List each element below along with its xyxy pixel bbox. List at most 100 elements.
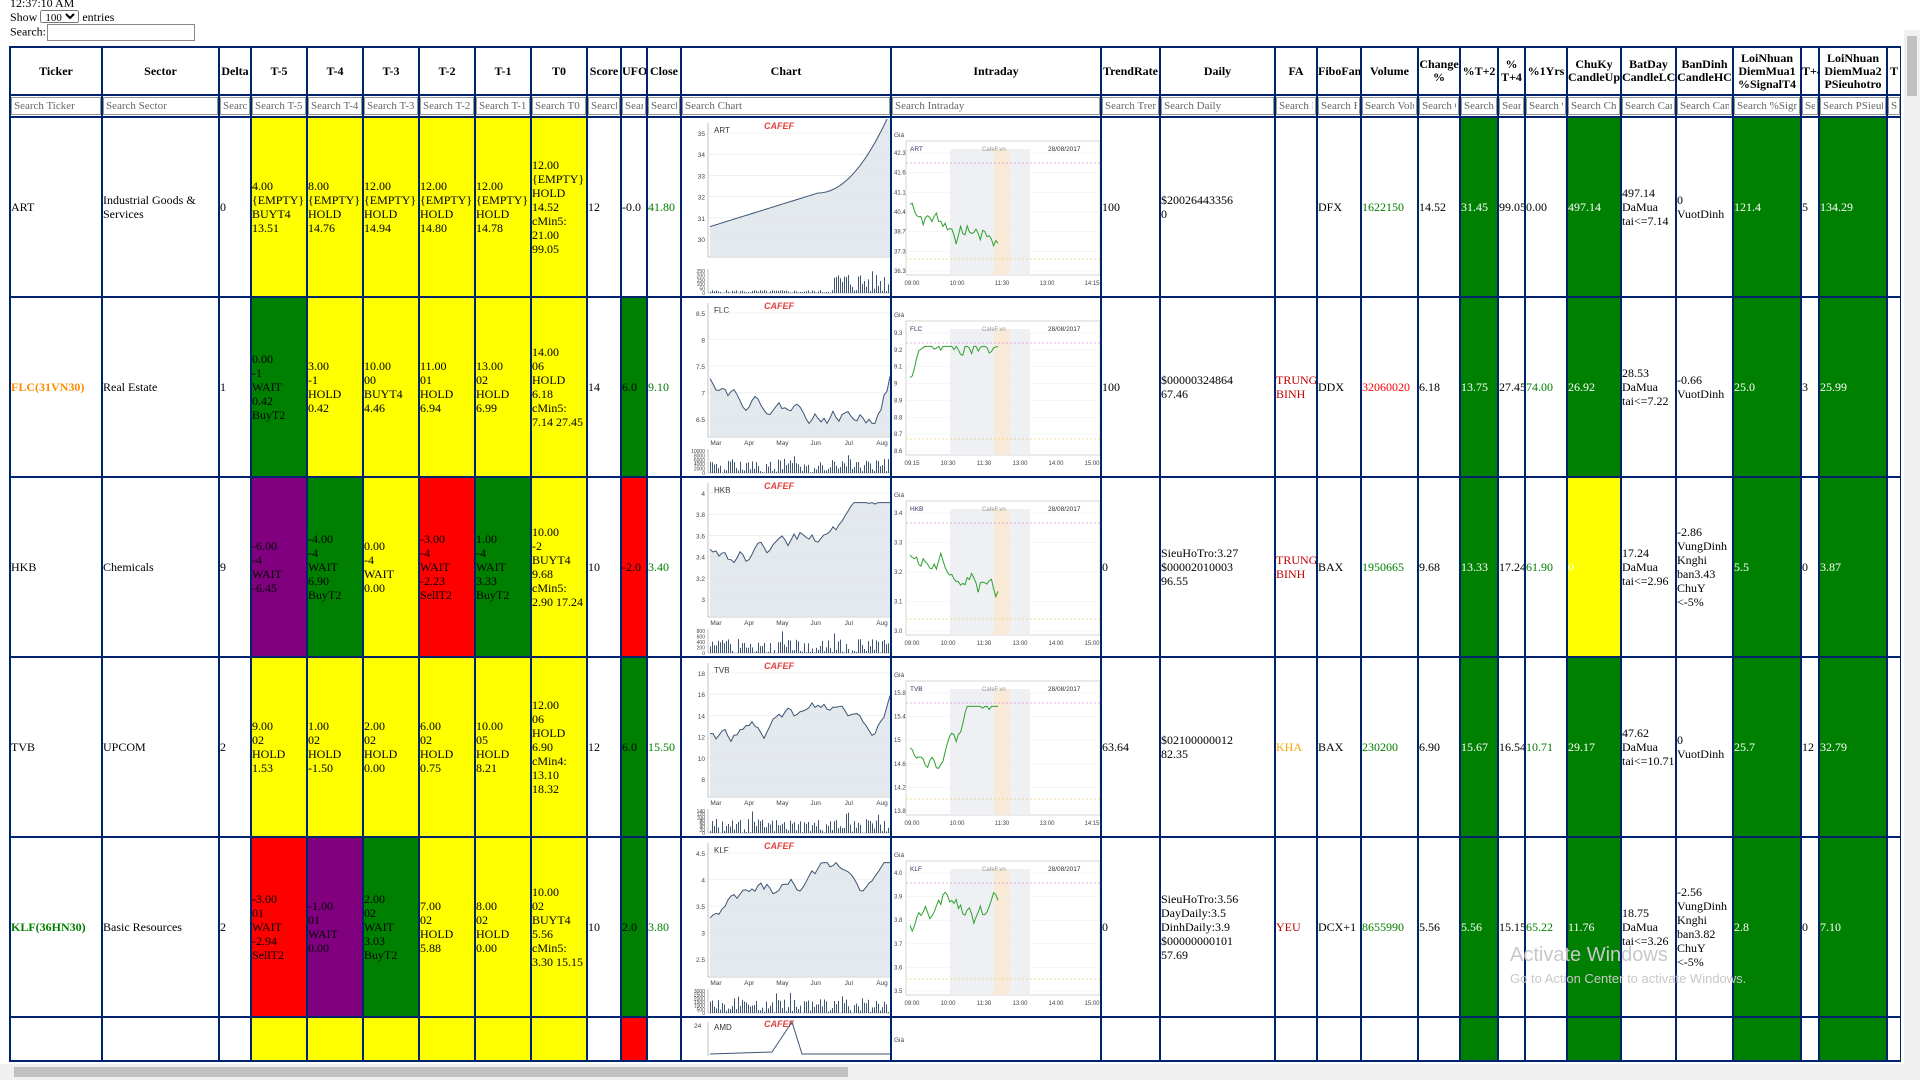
intraday-ytick: 3.3 [894, 541, 903, 547]
header-t4[interactable]: T-4 [306, 46, 364, 96]
search-input-sector[interactable] [104, 97, 217, 115]
header-score[interactable]: Score [586, 46, 622, 96]
search-input-ln1[interactable] [1735, 97, 1799, 115]
header-chart[interactable]: Chart [680, 46, 892, 96]
header-t4p[interactable]: % T+4 [1497, 46, 1526, 96]
header-t2[interactable]: T-2 [418, 46, 476, 96]
chart-ytick: 3.5 [696, 904, 705, 911]
chart-volume-tick: 140 [697, 809, 706, 815]
search-input-volume[interactable] [1363, 97, 1416, 115]
search-input-chuky[interactable] [1569, 97, 1619, 115]
search-input-ufo[interactable] [623, 97, 645, 115]
search-input-batday[interactable] [1623, 97, 1674, 115]
intraday-brand: CafeF.vn [982, 327, 1006, 333]
price-chart: CAFEF FLC 8.5 8 7.5 7 6.5 Mar Apr May Jun Jul Aug 100… [683, 299, 889, 475]
search-input-chart[interactable] [683, 97, 889, 115]
search-input-change[interactable] [1420, 97, 1458, 115]
header-daily[interactable]: Daily [1159, 46, 1276, 96]
intraday-ytick: 9.3 [894, 331, 903, 337]
search-input-t3[interactable] [365, 97, 417, 115]
search-cell-volume [1360, 94, 1419, 118]
sector-cell: Real Estate [101, 296, 220, 478]
chart-ytick: 2.5 [696, 957, 705, 964]
vertical-scroll-thumb[interactable] [1907, 36, 1917, 96]
search-input-delta[interactable] [221, 97, 249, 115]
search-input-y1[interactable] [1527, 97, 1565, 115]
search-input-t4p[interactable] [1500, 97, 1523, 115]
header-y1[interactable]: %1Yrs [1524, 46, 1568, 96]
header-batday[interactable]: BatDay CandleLC [1620, 46, 1677, 96]
intraday-ytick: 3.4 [894, 511, 903, 517]
intraday-chart: Giá FLC CafeF.vn 28/08/2017 9.3 9.2 9.1 9 8.9 8.8… [894, 312, 1099, 467]
batday-cell: 17.24 DaMua tai<=2.96 [1620, 476, 1677, 658]
header-ln1[interactable]: LoiNhuan DiemMua1 %SignalT4 [1732, 46, 1802, 96]
score-cell: 12 [586, 116, 622, 298]
header-volume[interactable]: Volume [1360, 46, 1419, 96]
chuky-cell: 11.76 [1566, 836, 1622, 1018]
search-input-t4[interactable] [309, 97, 361, 115]
change-cell: 9.68 [1417, 476, 1461, 658]
intraday-xtick: 10:00 [949, 821, 965, 827]
header-fa[interactable]: FA [1274, 46, 1318, 96]
header-intraday[interactable]: Intraday [890, 46, 1102, 96]
global-search-input[interactable] [46, 24, 195, 41]
search-input-last[interactable] [1889, 97, 1899, 115]
header-t5[interactable]: T-5 [250, 46, 308, 96]
search-input-tplus[interactable] [1803, 97, 1817, 115]
header-delta[interactable]: Delta [218, 46, 252, 96]
header-ln2[interactable]: LoiNhuan DiemMua2 PSieuhotro [1818, 46, 1888, 96]
entries-select[interactable]: 100 [40, 10, 80, 23]
sector-cell: Basic Resources [101, 836, 220, 1018]
search-input-ticker[interactable] [12, 97, 100, 115]
search-input-t2p[interactable] [1462, 97, 1496, 115]
search-input-t5[interactable] [253, 97, 305, 115]
header-change[interactable]: Change % [1417, 46, 1461, 96]
table-wrapper: Ticker Sector Delta T-5 T-4 T-3 T-2 T-1 T0 Score U… [9, 46, 1901, 1064]
header-t2p[interactable]: %T+2 [1459, 46, 1499, 96]
loinhuan1-cell: 121.4 [1732, 116, 1802, 298]
search-input-fa[interactable] [1277, 97, 1315, 115]
search-cell-t4p [1497, 94, 1526, 118]
header-last[interactable]: T [1886, 46, 1901, 96]
t-plus-4-cell: 99.05 [1497, 116, 1526, 298]
search-input-daily[interactable] [1162, 97, 1273, 115]
search-cell-trend [1100, 94, 1161, 118]
search-input-intraday[interactable] [893, 97, 1099, 115]
horizontal-scrollbar[interactable] [0, 1064, 1920, 1080]
search-input-trend[interactable] [1103, 97, 1158, 115]
header-trend[interactable]: TrendRate [1100, 46, 1161, 96]
partial-cell-y1 [1524, 1016, 1568, 1062]
header-t0[interactable]: T0 [530, 46, 588, 96]
search-cell-t0 [530, 94, 588, 118]
intraday-date: 28/08/2017 [1048, 146, 1081, 153]
search-input-bandinh[interactable] [1678, 97, 1731, 115]
search-input-t1[interactable] [477, 97, 529, 115]
intraday-ytick: 9.2 [894, 348, 903, 354]
vertical-scrollbar[interactable] [1904, 30, 1920, 1064]
chart-symbol: AMD [714, 1023, 732, 1032]
horizontal-scroll-thumb[interactable] [14, 1067, 848, 1077]
search-input-score[interactable] [589, 97, 619, 115]
search-input-fibo[interactable] [1319, 97, 1359, 115]
header-fibo[interactable]: FiboFan [1316, 46, 1362, 96]
search-input-t0[interactable] [533, 97, 585, 115]
search-input-t2[interactable] [421, 97, 473, 115]
search-input-close[interactable] [649, 97, 679, 115]
header-ufo[interactable]: UFO [620, 46, 648, 96]
search-input-ln2[interactable] [1821, 97, 1885, 115]
intraday-xtick: 14:00 [1048, 1001, 1064, 1007]
header-t3[interactable]: T-3 [362, 46, 420, 96]
header-tplus[interactable]: T+4 [1800, 46, 1820, 96]
loinhuan2-cell: 3.87 [1818, 476, 1888, 658]
change-cell: 6.90 [1417, 656, 1461, 838]
header-chuky[interactable]: ChuKy CandleUp [1566, 46, 1622, 96]
header-ticker[interactable]: Ticker [9, 46, 103, 96]
search-label: Search: [10, 24, 46, 39]
header-bandinh[interactable]: BanDinh CandleHC [1675, 46, 1734, 96]
header-t1[interactable]: T-1 [474, 46, 532, 96]
intraday-ylabel: Giá [894, 312, 905, 319]
header-sector[interactable]: Sector [101, 46, 220, 96]
search-cell-tplus [1800, 94, 1820, 118]
header-close[interactable]: Close [646, 46, 682, 96]
daily-cell: $00000324864 67.46 [1159, 296, 1276, 478]
